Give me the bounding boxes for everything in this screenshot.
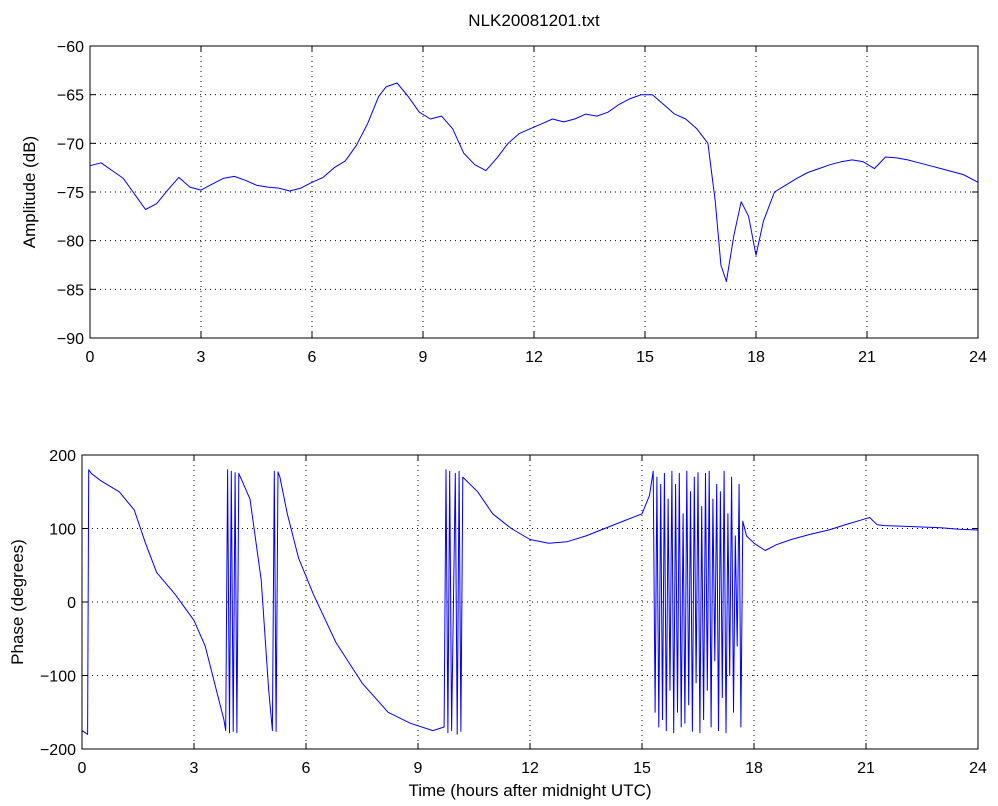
amplitude-xtick-label: 21 [858, 349, 876, 366]
amplitude-series-line-0 [89, 82, 979, 282]
amplitude-ytick-label: −70 [57, 136, 84, 153]
phase-plot-area [82, 455, 978, 749]
phase-xlabel: Time (hours after midnight UTC) [408, 781, 651, 800]
amplitude-xtick-label: 12 [525, 349, 543, 366]
phase-xtick-label: 0 [78, 760, 87, 777]
phase-xtick-label: 3 [190, 760, 199, 777]
chart-title: NLK20081201.txt [468, 11, 600, 30]
amplitude-ylabel: Amplitude (dB) [20, 136, 39, 248]
amplitude-xtick-label: 3 [197, 349, 206, 366]
amplitude-ytick-label: −90 [57, 331, 84, 348]
phase-ytick-label: 200 [49, 448, 76, 465]
phase-panel: 0 3 6 9 12 15 18 21 24 −200 −100 0 100 200 Phase (deg… [8, 448, 987, 800]
phase-xtick-label: 21 [857, 760, 875, 777]
phase-ytick-label: 0 [67, 595, 76, 612]
amplitude-xtick-label: 9 [419, 349, 428, 366]
amplitude-ytick-label: −85 [57, 282, 84, 299]
amplitude-series [89, 82, 979, 282]
amplitude-ticks: 0 3 6 9 12 15 18 21 24 −90 −85 −80 −75 −70 −65 −60 [57, 39, 987, 366]
phase-xtick-label: 15 [633, 760, 651, 777]
phase-xtick-label: 24 [969, 760, 987, 777]
amplitude-panel: 0 3 6 9 12 15 18 21 24 −90 −85 −80 −75 −70 −65 −60 Ampl… [20, 39, 987, 366]
phase-ticks: 0 3 6 9 12 15 18 21 24 −200 −100 0 100 200 [40, 448, 987, 777]
phase-grid [82, 455, 978, 749]
phase-ytick-label: 100 [49, 522, 76, 539]
amplitude-xtick-label: 15 [636, 349, 654, 366]
amplitude-ytick-label: −60 [57, 39, 84, 56]
amplitude-ytick-label: −75 [57, 185, 84, 202]
amplitude-xtick-label: 0 [86, 349, 95, 366]
amplitude-ytick-label: −80 [57, 234, 84, 251]
phase-ytick-label: −100 [40, 669, 76, 686]
phase-ytick-label: −200 [40, 742, 76, 759]
phase-xtick-label: 9 [414, 760, 423, 777]
phase-ylabel: Phase (degrees) [8, 539, 27, 665]
amplitude-xtick-label: 24 [969, 349, 987, 366]
phase-xtick-label: 6 [302, 760, 311, 777]
amplitude-xtick-label: 6 [308, 349, 317, 366]
amplitude-xtick-label: 18 [747, 349, 765, 366]
amplitude-ytick-label: −65 [57, 88, 84, 105]
phase-xtick-label: 18 [745, 760, 763, 777]
amplitude-grid [90, 46, 978, 338]
phase-xtick-label: 12 [521, 760, 539, 777]
phase-series [81, 469, 979, 735]
phase-series-line-0 [81, 469, 979, 735]
